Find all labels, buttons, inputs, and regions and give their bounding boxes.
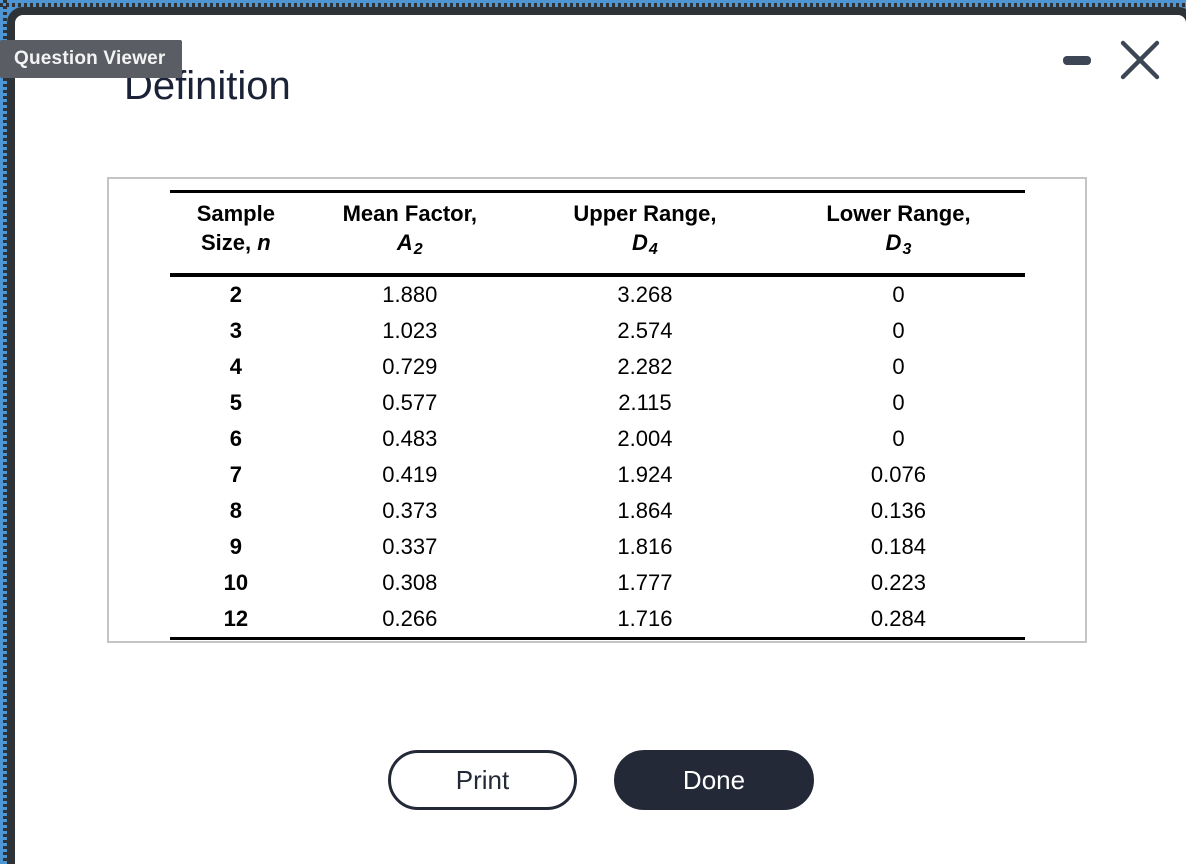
cell-d4: 1.924 (617, 462, 673, 487)
table-row: 5 0.577 2.115 0 (170, 385, 1025, 421)
cell-a2: 0.373 (382, 498, 438, 523)
header-mean-factor: Mean Factor, A2 (342, 201, 478, 258)
cell-sample-size: 10 (223, 570, 249, 595)
focus-ring-ticks-top (0, 3, 1186, 7)
cell-a2: 0.483 (382, 426, 438, 451)
cell-sample-size: 9 (229, 534, 242, 559)
header-sample-size: Sample Size, n (196, 201, 275, 255)
minimize-button[interactable] (1060, 36, 1094, 84)
cell-d4: 1.816 (617, 534, 673, 559)
cell-a2: 0.577 (382, 390, 438, 415)
cell-a2: 0.337 (382, 534, 438, 559)
factors-table-card: Sample Size, n Mean Factor, A2 Upper Ran… (107, 177, 1087, 643)
cell-sample-size: 3 (229, 318, 242, 343)
cell-sample-size: 2 (229, 282, 242, 307)
cell-d4: 2.004 (617, 426, 673, 451)
cell-a2: 0.419 (382, 462, 438, 487)
cell-d3: 0.076 (870, 462, 926, 487)
cell-sample-size: 8 (229, 498, 242, 523)
cell-a2: 0.308 (382, 570, 438, 595)
cell-d4: 2.282 (617, 354, 673, 379)
cell-d3: 0 (892, 426, 905, 451)
close-button[interactable] (1118, 36, 1162, 84)
cell-sample-size: 5 (229, 390, 242, 415)
cell-d3: 0 (892, 318, 905, 343)
cell-d3: 0 (892, 390, 905, 415)
cell-a2: 1.023 (382, 318, 438, 343)
tooltip-label: Question Viewer (14, 48, 166, 69)
cell-d3: 0.184 (870, 534, 926, 559)
symbol-d4: D (632, 230, 648, 255)
cell-sample-size: 4 (229, 354, 242, 379)
window-controls (1060, 36, 1162, 84)
factors-table-wrap: Sample Size, n Mean Factor, A2 Upper Ran… (170, 190, 1025, 640)
question-viewer-tooltip: Question Viewer (0, 40, 182, 78)
table-row: 8 0.373 1.864 0.136 (170, 493, 1025, 529)
cell-d4: 2.115 (618, 390, 672, 415)
table-row: 6 0.483 2.004 0 (170, 421, 1025, 457)
focus-ring-ticks-left (3, 0, 7, 864)
done-button[interactable]: Done (614, 750, 814, 810)
cell-d3: 0.223 (870, 570, 926, 595)
cell-sample-size: 6 (229, 426, 242, 451)
control-chart-factors-table: Sample Size, n Mean Factor, A2 Upper Ran… (170, 190, 1025, 640)
cell-d3: 0 (892, 282, 905, 307)
cell-a2: 0.266 (382, 606, 438, 631)
table-row: 10 0.308 1.777 0.223 (170, 565, 1025, 601)
table-row: 2 1.880 3.268 0 (170, 275, 1025, 313)
symbol-a2: A (396, 230, 413, 255)
header-upper-range: Upper Range, D4 (573, 201, 717, 258)
table-row: 4 0.729 2.282 0 (170, 349, 1025, 385)
minimize-icon (1063, 55, 1091, 65)
cell-d3: 0.136 (870, 498, 926, 523)
cell-sample-size: 12 (223, 606, 249, 631)
cell-d3: 0.284 (870, 606, 926, 631)
cell-d4: 1.864 (617, 498, 673, 523)
table-row: 3 1.023 2.574 0 (170, 313, 1025, 349)
cell-a2: 1.880 (382, 282, 438, 307)
cell-sample-size: 7 (229, 462, 242, 487)
table-row: 9 0.337 1.816 0.184 (170, 529, 1025, 565)
cell-d4: 1.716 (617, 606, 673, 631)
cell-d3: 0 (892, 354, 905, 379)
table-header-row: Sample Size, n Mean Factor, A2 Upper Ran… (170, 192, 1025, 275)
table-row: 7 0.419 1.924 0.076 (170, 457, 1025, 493)
header-lower-range: Lower Range, D3 (826, 201, 971, 258)
table-row: 12 0.266 1.716 0.284 (170, 601, 1025, 639)
cell-d4: 1.777 (617, 570, 673, 595)
close-icon (1120, 40, 1160, 80)
cell-d4: 3.268 (617, 282, 673, 307)
cell-a2: 0.729 (382, 354, 438, 379)
cell-d4: 2.574 (617, 318, 673, 343)
symbol-d3: D (885, 230, 902, 255)
symbol-n: n (257, 230, 271, 255)
print-button[interactable]: Print (388, 750, 577, 810)
